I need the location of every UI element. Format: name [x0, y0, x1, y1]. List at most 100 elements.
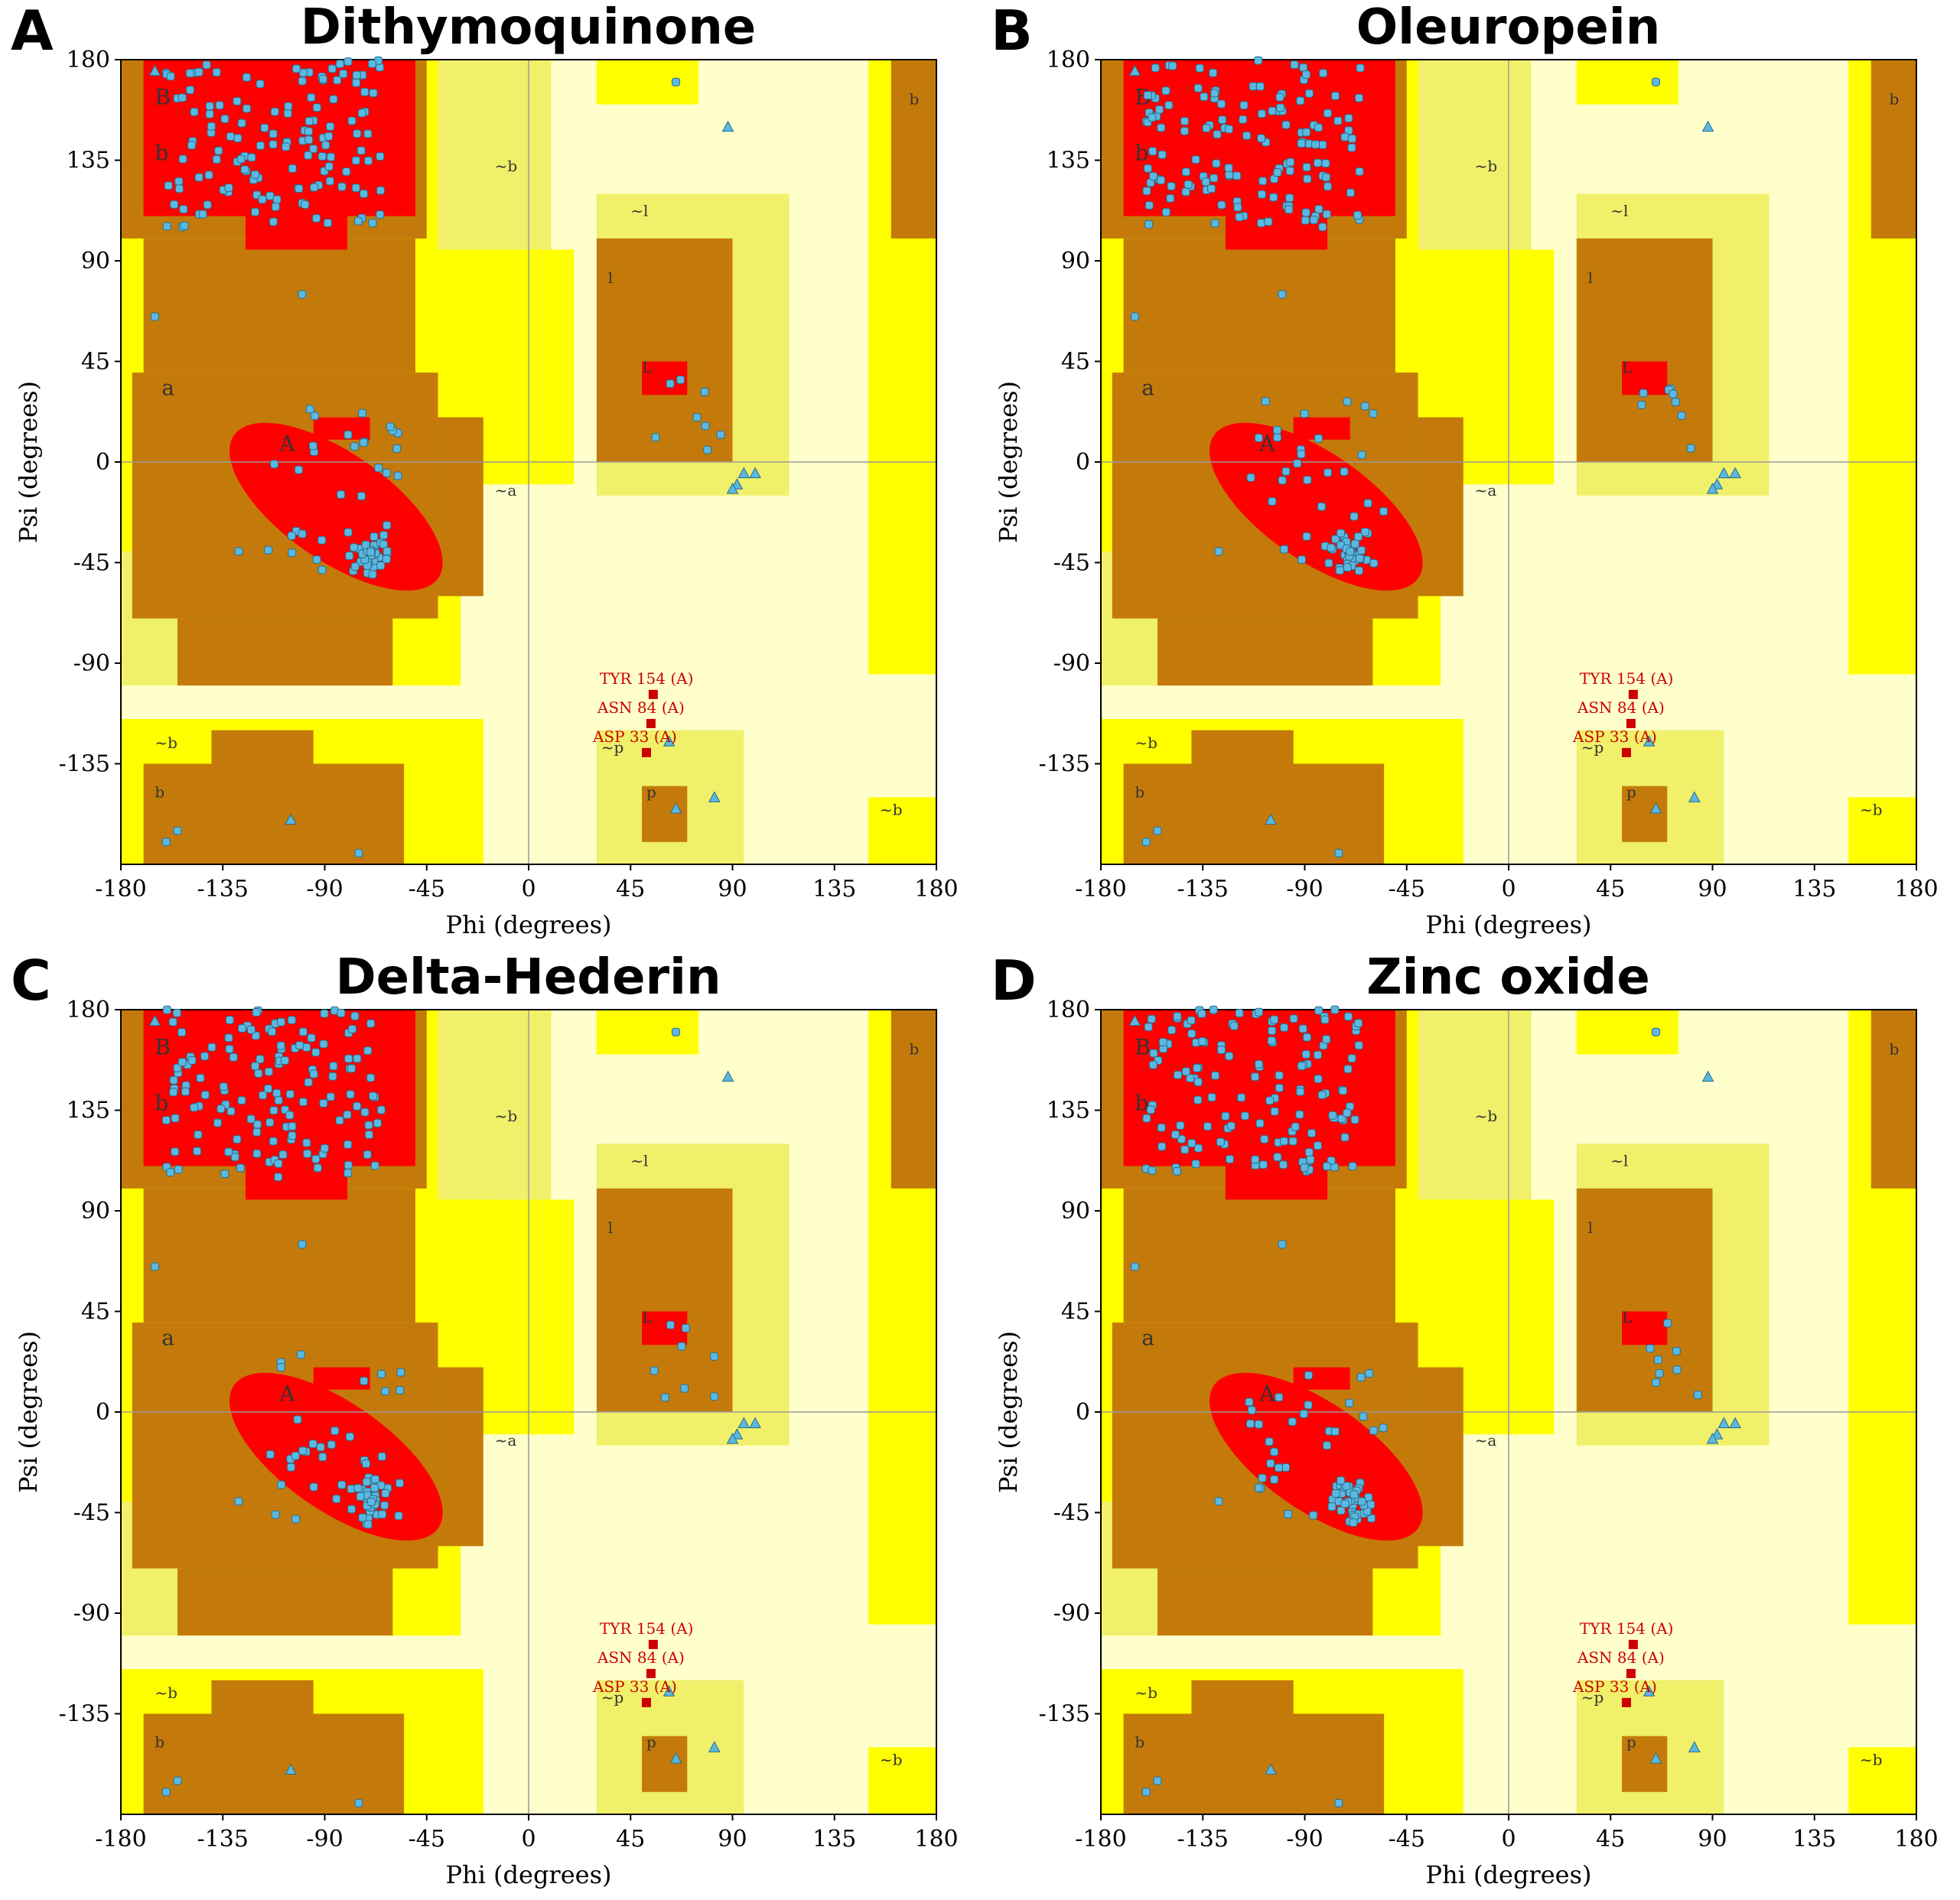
residue-point [272, 195, 282, 204]
residue-point [1275, 1071, 1284, 1080]
region-label: l [608, 1218, 613, 1237]
residue-point [1663, 1319, 1672, 1328]
residue-point [716, 430, 725, 439]
residue-point [1304, 89, 1314, 98]
residue-point [1299, 1409, 1308, 1418]
x-tick-label: 45 [1596, 1826, 1625, 1853]
y-tick-label: 0 [1076, 1399, 1090, 1426]
residue-point [325, 177, 334, 186]
residue-point [269, 217, 278, 226]
region-label: l [608, 268, 613, 287]
residue-point [168, 1017, 177, 1026]
residue-point [1323, 182, 1332, 191]
residue-point [376, 561, 386, 571]
residue-point [337, 182, 347, 191]
residue-point [1302, 532, 1311, 541]
residue-point [185, 86, 194, 95]
residue-point [1157, 150, 1167, 159]
residue-point [1330, 91, 1340, 100]
residue-point [304, 135, 314, 145]
residue-point [1166, 194, 1175, 203]
residue-point [187, 1056, 197, 1065]
y-tick-label: 90 [1061, 1198, 1090, 1225]
residue-point [304, 1078, 313, 1087]
residue-point [171, 1147, 180, 1157]
glycine-point [726, 1433, 739, 1444]
residue-point [1379, 1423, 1388, 1433]
residue-point [350, 543, 359, 552]
glycine-point [669, 802, 682, 814]
y-tick-label: 0 [96, 1399, 110, 1426]
residue-point [251, 207, 260, 216]
region-allowed [890, 1010, 936, 1189]
residue-point [1347, 143, 1356, 152]
residue-point [1193, 83, 1203, 93]
residue-point [1260, 1134, 1269, 1144]
residue-point [215, 101, 224, 110]
residue-point [1350, 539, 1359, 548]
region-generous [1418, 60, 1532, 250]
residue-point [264, 1067, 273, 1076]
region-label: ~a [495, 481, 517, 499]
x-tick-label: -45 [1389, 1826, 1425, 1853]
residue-point [301, 200, 310, 209]
residue-point [1302, 128, 1311, 137]
residue-point [293, 1415, 302, 1424]
residue-point [164, 181, 173, 190]
residue-point [700, 387, 709, 396]
residue-point [373, 1118, 382, 1127]
residue-point [329, 95, 338, 104]
residue-point [1183, 180, 1193, 189]
residue-point [1164, 101, 1174, 110]
x-tick-label: -135 [1177, 876, 1229, 903]
glycine-point [285, 813, 297, 825]
residue-point [1331, 535, 1340, 544]
residue-point [198, 210, 207, 219]
residue-point [1350, 512, 1359, 521]
residue-point [1314, 1141, 1323, 1150]
residue-point [265, 191, 275, 200]
residue-point [316, 1443, 325, 1452]
residue-point [1211, 1071, 1220, 1080]
x-tick-label: -135 [1177, 1826, 1229, 1853]
y-tick-label: -90 [1053, 650, 1090, 677]
residue-point [1357, 1497, 1366, 1506]
residue-point [1226, 1121, 1236, 1131]
region-label: L [1622, 1308, 1632, 1326]
residue-point [298, 68, 308, 77]
outlier-marker [648, 689, 658, 699]
residue-point [1297, 1062, 1306, 1071]
residue-point [233, 1135, 242, 1144]
residue-point [174, 177, 184, 186]
residue-point [288, 548, 297, 558]
residue-point [1289, 1014, 1298, 1023]
residue-point [1360, 402, 1369, 411]
glycine-point [749, 1417, 761, 1429]
ramachandran-plot: Bb a A ~b ~l l L ~a ~p p b ~b ~b b TYR 154 (A) ASN 84 (… [994, 997, 1939, 1889]
residue-point [1154, 105, 1164, 114]
residue-point [298, 290, 307, 299]
region-generous [596, 1010, 699, 1055]
residue-point [1317, 502, 1326, 511]
residue-point [1146, 1105, 1155, 1114]
residue-point [1217, 200, 1226, 210]
residue-point [1144, 201, 1154, 210]
residue-point [205, 102, 214, 111]
residue-point [1187, 1139, 1197, 1148]
residue-point [351, 184, 360, 193]
residue-point [1280, 545, 1289, 554]
residue-point [1347, 1054, 1356, 1063]
residue-point [1285, 194, 1294, 203]
residue-point [252, 1008, 261, 1017]
residue-point [311, 1048, 321, 1057]
y-tick-label: -135 [1039, 1701, 1090, 1728]
residue-point [1318, 140, 1327, 149]
x-axis-label: Phi (degrees) [445, 910, 611, 939]
y-tick-label: -90 [1053, 1600, 1090, 1627]
residue-point [1651, 77, 1660, 86]
residue-point [1272, 425, 1281, 434]
region-allowed [1123, 238, 1395, 373]
residue-point [1284, 205, 1294, 214]
residue-point [1213, 130, 1222, 139]
residue-point [1297, 555, 1307, 564]
